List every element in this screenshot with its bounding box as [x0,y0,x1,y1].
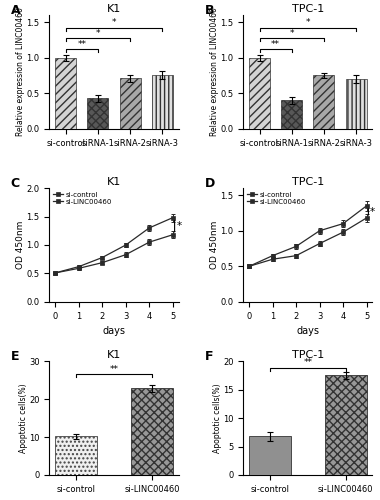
Y-axis label: Apoptotic cells(%): Apoptotic cells(%) [19,384,28,453]
Bar [249,436,291,475]
Legend: si-control, si-LINC00460: si-control, si-LINC00460 [247,192,306,205]
si-control [76,264,81,270]
si-control [317,228,322,234]
si-control [294,244,298,250]
Title: K1: K1 [107,178,121,188]
Text: *: * [96,29,100,38]
si-LINC00460 [247,264,251,270]
si-LINC00460 [341,229,345,235]
Legend: si-control, si-LINC00460: si-control, si-LINC00460 [53,192,112,205]
Title: K1: K1 [107,4,121,14]
si-LINC00460 [100,260,104,266]
si-LINC00460 [53,270,57,276]
si-LINC00460 [270,256,275,262]
si-LINC00460 [294,252,298,258]
Line: si-control: si-control [247,204,369,269]
Title: TPC-1: TPC-1 [292,350,324,360]
si-LINC00460 [171,232,175,238]
Text: D: D [204,176,215,190]
Text: *: * [370,207,375,217]
si-control [124,242,128,248]
Bar [346,79,367,129]
si-control [147,225,152,231]
Bar [314,76,334,129]
Line: si-LINC00460: si-LINC00460 [247,216,369,269]
Bar [152,75,173,129]
Bar [325,376,367,475]
Text: *: * [112,18,116,27]
Title: TPC-1: TPC-1 [292,4,324,14]
Text: **: ** [303,358,312,368]
Y-axis label: Apoptotic cells(%): Apoptotic cells(%) [212,384,222,453]
Text: B: B [204,4,214,16]
Text: **: ** [271,40,280,48]
si-control [341,220,345,226]
Text: **: ** [77,40,86,48]
Y-axis label: OD 450nm: OD 450nm [16,221,25,269]
si-control [53,270,57,276]
Bar [87,98,108,129]
si-LINC00460 [147,239,152,245]
Y-axis label: Relative expression of LINC00460: Relative expression of LINC00460 [210,8,219,136]
Text: F: F [204,350,213,363]
si-control [171,214,175,220]
Line: si-LINC00460: si-LINC00460 [53,232,175,276]
Text: E: E [11,350,19,363]
X-axis label: days: days [103,326,125,336]
si-control [364,203,369,209]
Text: *: * [290,29,294,38]
si-LINC00460 [364,215,369,221]
Bar [120,78,141,129]
Text: A: A [11,4,20,16]
Bar [249,58,270,129]
Title: K1: K1 [107,350,121,360]
si-LINC00460 [124,252,128,258]
Bar [281,100,302,129]
si-LINC00460 [317,240,322,246]
Text: **: ** [109,365,119,374]
Bar [131,388,173,475]
Bar [55,58,76,129]
Title: TPC-1: TPC-1 [292,178,324,188]
Bar [55,436,97,475]
X-axis label: days: days [296,326,319,336]
Text: C: C [11,176,20,190]
Text: *: * [176,221,181,231]
Text: *: * [306,18,310,27]
Y-axis label: Relative expression of LINC00460: Relative expression of LINC00460 [16,8,25,136]
si-control [247,264,251,270]
Line: si-control: si-control [53,215,175,276]
si-control [100,254,104,260]
Y-axis label: OD 450nm: OD 450nm [210,221,219,269]
si-control [270,252,275,258]
si-LINC00460 [76,266,81,272]
